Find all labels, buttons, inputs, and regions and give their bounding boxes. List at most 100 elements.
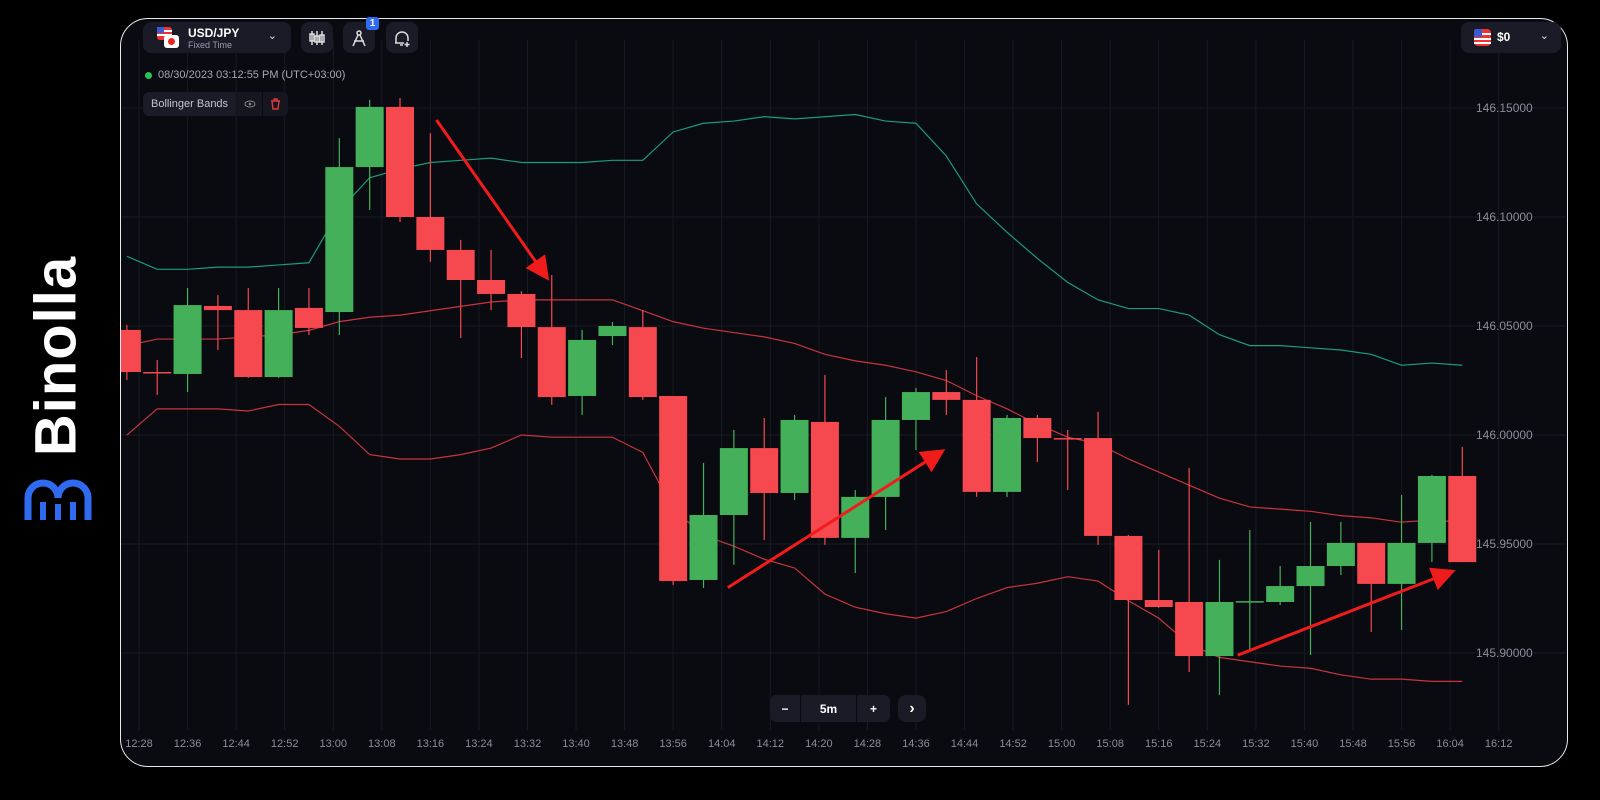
candle-body [780,419,809,493]
x-tick-label: 13:40 [562,738,590,750]
price-alert-button[interactable] [386,22,418,53]
x-tick-label: 12:28 [125,738,153,750]
candle-body [203,305,232,311]
x-tick-label: 13:08 [368,738,396,750]
candle [568,329,597,415]
y-tick-label: 145.95000 [1476,537,1533,551]
x-tick-label: 15:40 [1290,738,1319,750]
candle [203,295,232,350]
candle [173,288,202,393]
candle-body [628,327,657,398]
candle-body [1387,542,1416,584]
scroll-right-button[interactable]: › [898,695,926,722]
x-tick-label: 14:28 [853,738,882,750]
indicator-chip: Bollinger Bands [143,92,289,116]
candle-body [143,371,172,374]
x-tick-label: 16:12 [1484,738,1513,750]
asset-selector[interactable]: USD/JPY Fixed Time ⌄ [143,22,291,53]
candle-body [537,327,566,398]
candle-body [386,106,415,217]
candle-body [173,305,202,374]
candle [901,387,930,451]
candle [1114,535,1143,705]
balance-amount: $0 [1497,30,1511,44]
chart-type-button[interactable] [301,22,333,53]
candle-body [1417,475,1446,543]
candle [1175,467,1204,672]
candle-body [568,339,597,396]
candle [932,370,961,415]
usd-jpy-flag-icon [157,27,179,48]
chevron-down-icon: ⌄ [1539,30,1549,42]
x-tick-label: 14:44 [950,738,979,750]
x-tick-label: 14:20 [805,738,833,750]
timeframe-decrease-button[interactable]: − [770,695,800,722]
candle-body [264,310,293,378]
x-tick-label: 15:32 [1242,738,1270,750]
x-tick-label: 13:00 [319,738,347,750]
candle [446,239,475,338]
y-tick-label: 146.15000 [1476,101,1533,115]
candle-body [355,106,384,168]
candle-body [1023,417,1052,439]
candle-body [1205,601,1234,657]
x-tick-label: 13:32 [513,738,542,750]
candle [121,324,141,381]
x-tick-label: 16:04 [1436,738,1464,750]
candle-body [871,419,900,497]
candle-body [1266,586,1295,602]
candle [1205,559,1234,696]
candles-icon [309,30,325,45]
candle [264,288,293,378]
candle-body [659,395,688,582]
balance-selector[interactable]: $0 ⌄ [1461,22,1561,53]
x-tick-label: 15:08 [1096,738,1124,750]
candle [1357,542,1386,633]
x-tick-label: 13:16 [416,738,445,750]
timeframe-value[interactable]: 5m [801,695,856,722]
candle [386,97,415,223]
candle-body [121,329,141,372]
candle [477,249,506,311]
candle-body [507,293,536,328]
bollinger-band-middle [126,299,1463,523]
remove-indicator-button[interactable] [263,92,289,116]
indicator-label[interactable]: Bollinger Bands [143,92,237,116]
eye-icon [244,100,256,108]
x-tick-label: 12:36 [173,738,202,750]
candle-body [689,515,718,580]
trend-arrow [435,119,550,281]
candle [507,291,536,359]
timeframe-increase-button[interactable]: + [857,695,890,722]
candle [750,417,779,541]
x-tick-label: 12:44 [222,738,250,750]
candle-body [477,280,506,294]
candle-body [1053,438,1082,440]
candle [234,288,263,378]
chevron-down-icon: ⌄ [267,30,277,42]
candle [1235,530,1264,650]
candle [1144,549,1173,608]
candle [780,414,809,500]
candle [719,429,748,565]
candle-body [1357,542,1386,584]
candle [1448,446,1477,563]
x-tick-label: 14:04 [707,738,736,750]
x-tick-label: 12:52 [270,738,299,750]
candle [355,99,384,211]
candle-body [962,399,991,492]
candle [294,288,323,335]
x-tick-label: 14:12 [756,738,785,750]
trend-arrow [726,449,946,589]
bollinger-band-lower [126,403,1463,682]
live-status-dot [145,71,152,79]
toggle-visibility-button[interactable] [237,92,263,116]
x-tick-label: 14:52 [999,738,1027,750]
server-datetime: 08/30/2023 03:12:55 PM (UTC+03:00) [145,69,345,81]
x-tick-label: 15:00 [1047,738,1076,750]
candle-body [901,392,930,420]
candle-body [1114,535,1143,601]
candle-body [446,249,475,281]
candle [871,397,900,531]
